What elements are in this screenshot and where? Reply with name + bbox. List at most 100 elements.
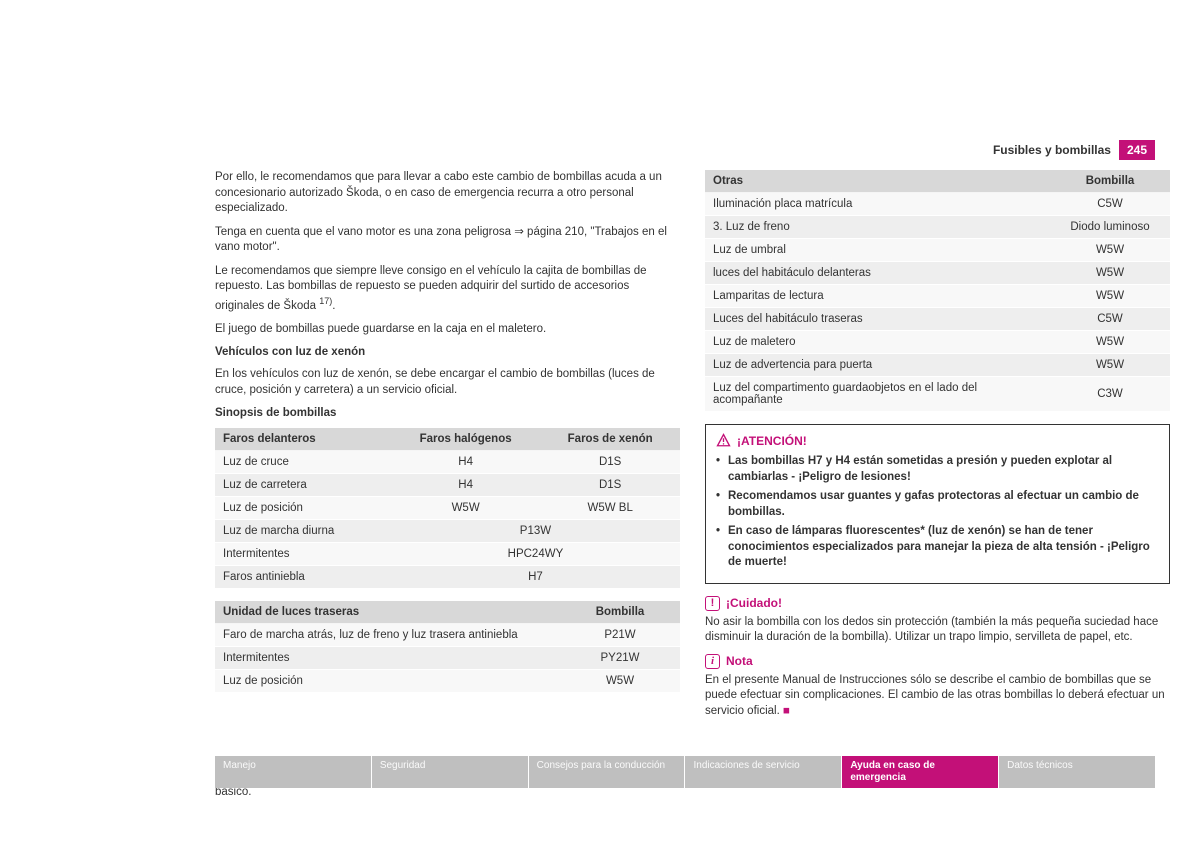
table-row: Luces del habitáculo traserasC5W <box>705 308 1170 331</box>
th: Unidad de luces traseras <box>215 601 560 624</box>
table-faros-delanteros: Faros delanteros Faros halógenos Faros d… <box>215 428 680 589</box>
nav-tab[interactable]: Seguridad <box>372 756 529 788</box>
text: En el presente Manual de Instrucciones s… <box>705 674 1165 717</box>
table-row: Luz de carreteraH4D1S <box>215 473 680 496</box>
text: Tenga en cuenta que el vano motor es una… <box>215 226 514 238</box>
page-number: 245 <box>1119 140 1155 160</box>
left-column: Por ello, le recomendamos que para lleva… <box>215 170 680 808</box>
cell: Luz de posición <box>215 669 560 692</box>
table-row: Luz de advertencia para puertaW5W <box>705 354 1170 377</box>
nav-tab[interactable]: Manejo <box>215 756 372 788</box>
nav-tab[interactable]: Indicaciones de servicio <box>685 756 842 788</box>
subheading: Sinopsis de bombillas <box>215 406 680 422</box>
caution-icon: ! <box>705 596 720 611</box>
warning-item: En caso de lámparas fluorescentes* (luz … <box>716 524 1159 571</box>
caution-title: ¡Cuidado! <box>726 596 782 610</box>
cell: C3W <box>1050 377 1170 412</box>
warning-triangle-icon <box>716 433 731 448</box>
paragraph: Le recomendamos que siempre lleve consig… <box>215 264 680 314</box>
table-row: Luz de posiciónW5W <box>215 669 680 692</box>
warning-title: ¡ATENCIÓN! <box>737 434 807 448</box>
cell: Luz del compartimento guardaobjetos en e… <box>705 377 1050 412</box>
table-row: Luz de posiciónW5WW5W BL <box>215 496 680 519</box>
cell: Luz de marcha diurna <box>215 519 391 542</box>
bottom-tabs: ManejoSeguridadConsejos para la conducci… <box>215 756 1155 788</box>
info-icon: i <box>705 654 720 669</box>
caution-text: No asir la bombilla con los dedos sin pr… <box>705 615 1170 646</box>
table-row: Luz de marcha diurnaP13W <box>215 519 680 542</box>
nav-tab[interactable]: Consejos para la conducción <box>529 756 686 788</box>
th: Bombilla <box>560 601 680 624</box>
text: . <box>332 299 335 311</box>
th: Faros delanteros <box>215 428 391 451</box>
cell: Luz de umbral <box>705 239 1050 262</box>
warning-list: Las bombillas H7 y H4 están sometidas a … <box>716 454 1159 571</box>
cell: Luz de cruce <box>215 450 391 473</box>
caution-header: ! ¡Cuidado! <box>705 596 1170 611</box>
page-header: Fusibles y bombillas 245 <box>993 140 1155 160</box>
end-mark-icon: ■ <box>783 705 790 717</box>
cell: Luz de advertencia para puerta <box>705 354 1050 377</box>
subheading: Vehículos con luz de xenón <box>215 345 680 361</box>
cell: luces del habitáculo delanteras <box>705 262 1050 285</box>
table-luces-traseras: Unidad de luces traseras Bombilla Faro d… <box>215 601 680 693</box>
cell: Lamparitas de lectura <box>705 285 1050 308</box>
section-title: Fusibles y bombillas <box>993 143 1111 157</box>
cell: Diodo luminoso <box>1050 216 1170 239</box>
table-row: Lamparitas de lecturaW5W <box>705 285 1170 308</box>
cell: D1S <box>540 473 680 496</box>
text: Le recomendamos que siempre lleve consig… <box>215 265 647 312</box>
cell: C5W <box>1050 308 1170 331</box>
th: Faros halógenos <box>391 428 540 451</box>
cell: H4 <box>391 450 540 473</box>
table-row: Luz del compartimento guardaobjetos en e… <box>705 377 1170 412</box>
warning-header: ¡ATENCIÓN! <box>716 433 1159 448</box>
paragraph: Tenga en cuenta que el vano motor es una… <box>215 225 680 256</box>
cell: 3. Luz de freno <box>705 216 1050 239</box>
cell: Luz de carretera <box>215 473 391 496</box>
warning-item: Las bombillas H7 y H4 están sometidas a … <box>716 454 1159 485</box>
cell: W5W <box>560 669 680 692</box>
cell: W5W <box>391 496 540 519</box>
right-column: Otras Bombilla Iluminación placa matrícu… <box>705 170 1170 808</box>
warning-item: Recomendamos usar guantes y gafas protec… <box>716 489 1159 520</box>
table-row: 3. Luz de frenoDiodo luminoso <box>705 216 1170 239</box>
cell: Intermitentes <box>215 646 560 669</box>
cell: HPC24WY <box>391 542 680 565</box>
cell: PY21W <box>560 646 680 669</box>
cell: Luces del habitáculo traseras <box>705 308 1050 331</box>
cell: W5W <box>1050 354 1170 377</box>
cell: Intermitentes <box>215 542 391 565</box>
arrow-icon: ⇒ <box>514 226 524 238</box>
table-row: Faros antinieblaH7 <box>215 565 680 588</box>
paragraph: El juego de bombillas puede guardarse en… <box>215 322 680 338</box>
footnote-ref: 17) <box>319 296 332 306</box>
th: Otras <box>705 170 1050 193</box>
cell: P21W <box>560 623 680 646</box>
table-row: IntermitentesHPC24WY <box>215 542 680 565</box>
note-header: i Nota <box>705 654 1170 669</box>
nav-tab[interactable]: Ayuda en caso de emergencia <box>842 756 999 788</box>
cell: Iluminación placa matrícula <box>705 193 1050 216</box>
table-row: Luz de cruceH4D1S <box>215 450 680 473</box>
cell: Luz de posición <box>215 496 391 519</box>
table-row: Faro de marcha atrás, luz de freno y luz… <box>215 623 680 646</box>
cell: H7 <box>391 565 680 588</box>
table-row: Luz de umbralW5W <box>705 239 1170 262</box>
cell: C5W <box>1050 193 1170 216</box>
th: Bombilla <box>1050 170 1170 193</box>
table-row: IntermitentesPY21W <box>215 646 680 669</box>
table-row: Luz de maleteroW5W <box>705 331 1170 354</box>
cell: W5W BL <box>540 496 680 519</box>
note-title: Nota <box>726 654 753 668</box>
table-otras: Otras Bombilla Iluminación placa matrícu… <box>705 170 1170 412</box>
cell: Luz de maletero <box>705 331 1050 354</box>
paragraph: Por ello, le recomendamos que para lleva… <box>215 170 680 217</box>
cell: H4 <box>391 473 540 496</box>
cell: P13W <box>391 519 680 542</box>
table-row: Iluminación placa matrículaC5W <box>705 193 1170 216</box>
warning-box: ¡ATENCIÓN! Las bombillas H7 y H4 están s… <box>705 424 1170 584</box>
cell: W5W <box>1050 239 1170 262</box>
cell: W5W <box>1050 331 1170 354</box>
nav-tab[interactable]: Datos técnicos <box>999 756 1155 788</box>
